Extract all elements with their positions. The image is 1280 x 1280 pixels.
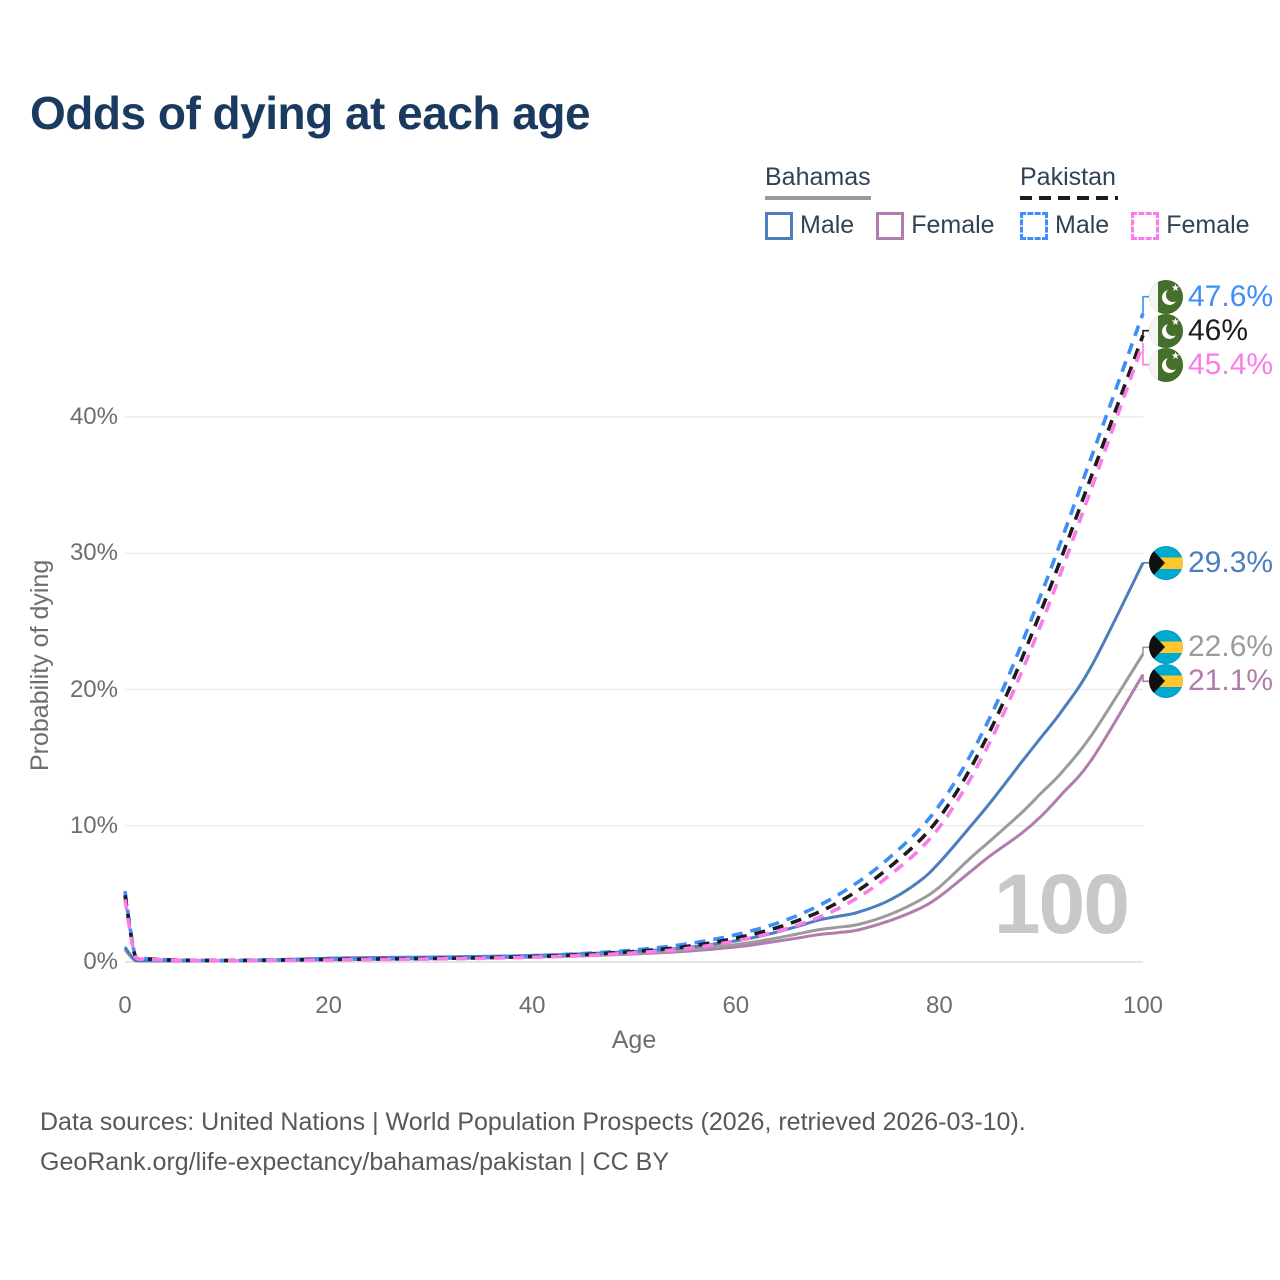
end-label-value: 46% xyxy=(1188,314,1249,347)
end-label-value: 45.4% xyxy=(1188,348,1274,381)
legend-item-bahamas-male[interactable]: Male xyxy=(765,211,854,240)
end-label-bahamas-both: 22.6% xyxy=(1149,630,1273,664)
bahamas-female-swatch-icon xyxy=(876,211,905,240)
legend-item-label: Male xyxy=(1055,211,1110,239)
bahamas-flag-icon xyxy=(1149,664,1183,698)
y-tick-label: 10% xyxy=(69,811,118,839)
page-title: Odds of dying at each age xyxy=(30,87,591,139)
legend-item-label: Female xyxy=(1166,211,1250,239)
legend-country-pakistan: Pakistan xyxy=(1020,163,1116,191)
bahamas-flag-icon xyxy=(1149,546,1183,580)
x-tick-label: 60 xyxy=(722,992,750,1019)
legend-item-label: Male xyxy=(800,211,855,239)
pakistan-male-swatch-icon xyxy=(1020,211,1048,240)
x-tick-label: 80 xyxy=(926,992,953,1019)
legend-group-pakistan: Pakistan Male Female xyxy=(1020,163,1272,240)
legend-country-bahamas: Bahamas xyxy=(765,163,871,191)
y-tick-label: 20% xyxy=(69,675,118,703)
end-label-value: 29.3% xyxy=(1188,546,1274,579)
end-label-value: 21.1% xyxy=(1188,664,1274,697)
end-label-pakistan-male: ★ 47.6% xyxy=(1149,280,1273,314)
y-tick-label: 0% xyxy=(83,948,118,975)
footer-data-sources: Data sources: United Nations | World Pop… xyxy=(40,1108,1026,1136)
legend-item-pakistan-male[interactable]: Male xyxy=(1020,211,1109,240)
legend-item-pakistan-female[interactable]: Female xyxy=(1131,211,1250,240)
x-axis-title: Age xyxy=(611,1026,657,1054)
pakistan-flag-icon: ★ xyxy=(1149,348,1183,382)
y-tick-label: 40% xyxy=(69,403,118,430)
x-tick-label: 100 xyxy=(1122,992,1164,1019)
x-tick-label: 0 xyxy=(118,992,132,1019)
legend-underline-bahamas xyxy=(765,196,871,200)
legend-group-bahamas: Bahamas Male Female xyxy=(765,163,1017,240)
watermark-age-100: 100 xyxy=(993,857,1130,951)
end-label-pakistan-female: ★ 45.4% xyxy=(1149,348,1273,382)
end-label-pakistan-both: ★ 46% xyxy=(1149,314,1248,348)
x-tick-label: 40 xyxy=(518,992,546,1019)
legend-item-label: Female xyxy=(911,211,995,239)
end-label-bahamas-female: 21.1% xyxy=(1149,664,1273,698)
pakistan-flag-icon: ★ xyxy=(1149,314,1183,348)
pakistan-female-swatch-icon xyxy=(1131,211,1160,240)
bahamas-male-swatch-icon xyxy=(765,211,793,240)
pakistan-flag-icon: ★ xyxy=(1149,280,1183,314)
legend-underline-pakistan xyxy=(1020,196,1118,200)
x-tick-label: 20 xyxy=(315,992,342,1019)
end-label-value: 22.6% xyxy=(1188,630,1274,663)
end-label-value: 47.6% xyxy=(1188,280,1274,313)
bahamas-flag-icon xyxy=(1149,630,1183,664)
footer-attribution: GeoRank.org/life-expectancy/bahamas/paki… xyxy=(40,1148,670,1176)
legend-item-bahamas-female[interactable]: Female xyxy=(876,211,995,240)
end-label-bahamas-male: 29.3% xyxy=(1149,546,1273,580)
y-tick-label: 30% xyxy=(69,539,118,567)
